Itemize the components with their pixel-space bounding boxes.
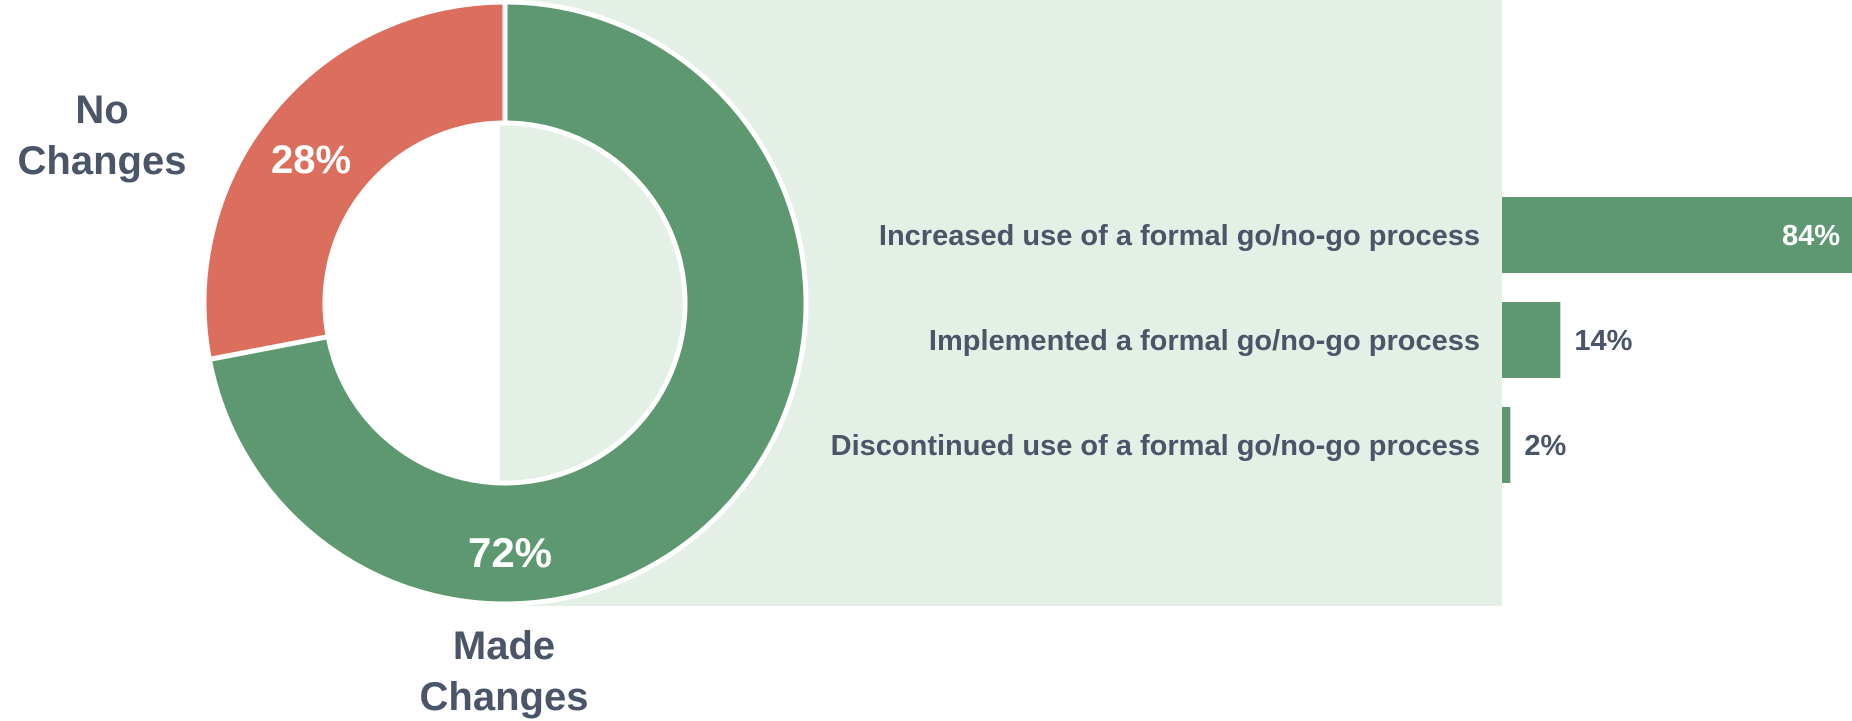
bar-value-label-2: 14% [1574,325,1632,357]
donut-category-label-no-changes-line2: Changes [18,139,187,183]
bar-3 [1502,407,1511,483]
donut-slice-made-changes [206,0,809,607]
bar-1 [1502,197,1852,273]
donut-value-label-made-changes: 72% [468,529,552,576]
bar-value-label-1: 84% [1782,220,1840,252]
breakdown-bar-chart: Increased use of a formal go/no-go proce… [831,197,1852,483]
bar-value-label-3: 2% [1524,430,1566,462]
bar-category-label-2: Implemented a formal go/no-go process [929,325,1480,357]
bar-category-label-1: Increased use of a formal go/no-go proce… [879,220,1480,252]
donut-chart [201,0,809,607]
donut-category-label-made-changes-line2: Changes [420,675,589,719]
donut-slice-no-changes [201,0,508,363]
donut-category-label-made-changes-line1: Made [453,624,555,668]
donut-value-label-no-changes: 28% [271,138,351,182]
bar-category-label-3: Discontinued use of a formal go/no-go pr… [831,430,1480,462]
donut-category-label-no-changes-line1: No [75,88,128,132]
bar-2 [1502,302,1561,378]
